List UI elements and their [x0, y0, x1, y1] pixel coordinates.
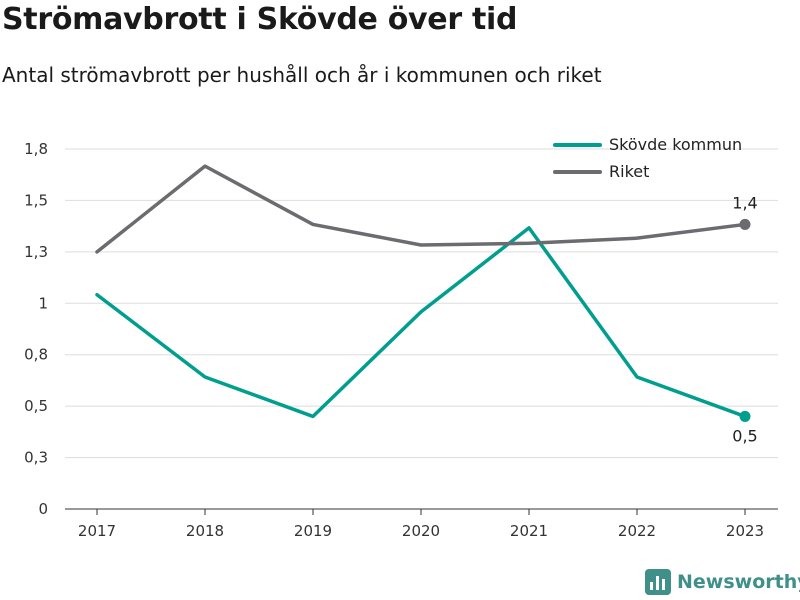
x-tick-labels: 2017 2018 2019 2020 2021 2022 2023	[78, 522, 764, 540]
end-point-skovde	[739, 410, 751, 422]
x-tick-label: 2020	[402, 522, 440, 540]
axes	[65, 508, 778, 515]
legend-label-skovde: Skövde kommun	[609, 135, 742, 154]
x-tick-label: 2019	[294, 522, 332, 540]
y-tick-label: 1	[38, 294, 48, 312]
series-line-skovde	[95, 226, 747, 419]
newsworthy-brand: Newsworthy	[645, 569, 800, 595]
series-line-riket	[95, 164, 747, 254]
legend-label-riket: Riket	[609, 162, 649, 181]
y-tick-label: 0,5	[24, 397, 48, 415]
end-label-skovde: 0,5	[732, 426, 757, 445]
end-point-riket	[739, 218, 751, 230]
x-tick-label: 2018	[186, 522, 224, 540]
bar-chart-icon	[645, 569, 671, 595]
grid-lines	[65, 148, 778, 459]
x-tick-label: 2021	[510, 522, 548, 540]
end-label-riket: 1,4	[732, 193, 757, 212]
series-lines	[95, 164, 751, 422]
x-tick-label: 2022	[618, 522, 656, 540]
chart-title: Strömavbrott i Skövde över tid	[2, 2, 518, 37]
y-tick-label: 1,3	[24, 243, 48, 261]
legend: Skövde kommun Riket	[553, 135, 742, 181]
y-tick-label: 1,5	[24, 191, 48, 209]
y-tick-label: 0,8	[24, 346, 48, 364]
y-tick-label: 0,3	[24, 449, 48, 467]
x-tick-label: 2017	[78, 522, 116, 540]
chart-subtitle: Antal strömavbrott per hushåll och år i …	[2, 63, 602, 87]
x-tick-label: 2023	[726, 522, 764, 540]
brand-name: Newsworthy	[677, 571, 800, 593]
end-labels: 0,5 1,4	[732, 193, 757, 445]
y-tick-labels: 0 0,3 0,5 0,8 1 1,3 1,5 1,8	[24, 140, 48, 518]
y-tick-label: 0	[38, 500, 48, 518]
y-tick-label: 1,8	[24, 140, 48, 158]
